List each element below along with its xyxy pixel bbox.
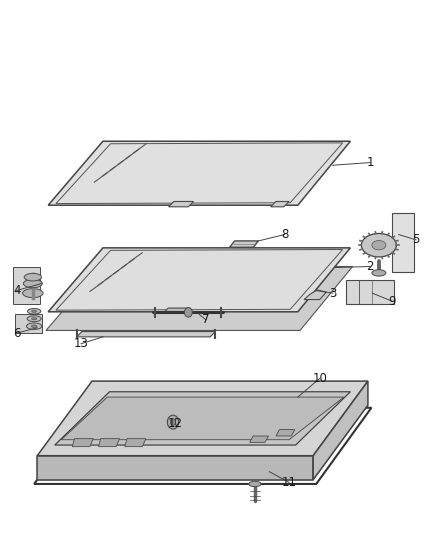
Polygon shape bbox=[250, 436, 268, 442]
Polygon shape bbox=[230, 241, 258, 247]
Polygon shape bbox=[55, 392, 350, 445]
Polygon shape bbox=[48, 248, 350, 312]
Ellipse shape bbox=[23, 279, 42, 288]
Circle shape bbox=[184, 308, 192, 317]
Polygon shape bbox=[99, 439, 120, 447]
Polygon shape bbox=[271, 201, 289, 207]
Polygon shape bbox=[169, 201, 194, 207]
Text: 13: 13 bbox=[74, 337, 88, 350]
Polygon shape bbox=[346, 280, 394, 304]
Ellipse shape bbox=[28, 309, 41, 314]
Polygon shape bbox=[313, 381, 368, 480]
Ellipse shape bbox=[32, 318, 37, 320]
Text: 11: 11 bbox=[282, 476, 297, 489]
Text: 12: 12 bbox=[168, 417, 183, 430]
Text: 9: 9 bbox=[388, 295, 396, 308]
Polygon shape bbox=[48, 141, 350, 205]
Polygon shape bbox=[163, 308, 190, 313]
Ellipse shape bbox=[27, 316, 41, 321]
Polygon shape bbox=[15, 314, 42, 333]
Polygon shape bbox=[276, 430, 295, 436]
Polygon shape bbox=[77, 332, 215, 337]
Polygon shape bbox=[392, 213, 414, 272]
Polygon shape bbox=[46, 266, 353, 330]
Polygon shape bbox=[304, 290, 326, 300]
Text: 6: 6 bbox=[13, 327, 21, 340]
Text: 10: 10 bbox=[312, 372, 327, 385]
Polygon shape bbox=[61, 397, 344, 440]
Text: 4: 4 bbox=[13, 284, 21, 297]
Ellipse shape bbox=[23, 289, 43, 297]
Polygon shape bbox=[37, 381, 368, 456]
Text: 2: 2 bbox=[366, 260, 374, 273]
Ellipse shape bbox=[32, 310, 37, 312]
Text: 8: 8 bbox=[281, 228, 288, 241]
Ellipse shape bbox=[24, 273, 42, 281]
Polygon shape bbox=[125, 439, 146, 447]
Ellipse shape bbox=[372, 270, 386, 276]
Circle shape bbox=[170, 419, 176, 425]
Ellipse shape bbox=[249, 481, 261, 487]
Ellipse shape bbox=[31, 325, 37, 327]
Circle shape bbox=[167, 415, 179, 429]
Polygon shape bbox=[72, 439, 93, 447]
Text: 1: 1 bbox=[366, 156, 374, 169]
Text: 3: 3 bbox=[329, 287, 336, 300]
Ellipse shape bbox=[372, 240, 386, 250]
Ellipse shape bbox=[26, 323, 42, 329]
Text: 7: 7 bbox=[202, 313, 210, 326]
Text: 5: 5 bbox=[413, 233, 420, 246]
Polygon shape bbox=[13, 266, 40, 304]
Polygon shape bbox=[37, 456, 313, 480]
Ellipse shape bbox=[361, 233, 396, 257]
